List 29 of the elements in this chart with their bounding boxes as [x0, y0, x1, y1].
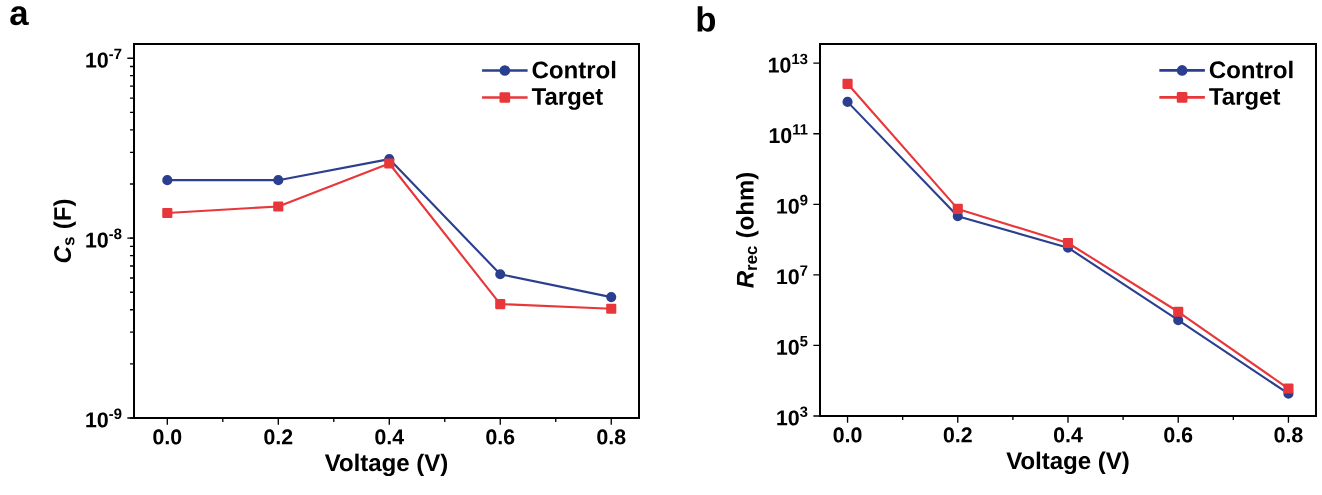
- legend-label: Target: [1209, 88, 1281, 110]
- legend-label: Target: [531, 88, 603, 110]
- x-tick-label: 0.0: [833, 427, 862, 443]
- y-axis-title: R$_{rec}$ (ohm): [736, 172, 759, 288]
- legend-label: Control: [532, 60, 616, 79]
- x-tick-label: 0.8: [597, 429, 626, 445]
- x-axis-title: Voltage (V): [1006, 451, 1129, 475]
- x-tick-label: 0.8: [1274, 427, 1303, 443]
- y-tick-label: 10$^{-7}$: [86, 48, 122, 68]
- y-tick-label: 10$^{13}$: [768, 53, 808, 73]
- x-tick-label: 0.6: [486, 429, 515, 445]
- chart-title: b: [697, 6, 716, 32]
- x-tick-label: 0.6: [1164, 427, 1193, 443]
- y-tick-label: 10$^{5}$: [777, 336, 808, 355]
- x-tick-label: 0.0: [153, 429, 182, 445]
- x-tick-label: 0.4: [375, 429, 404, 445]
- x-tick-label: 0.2: [943, 427, 972, 443]
- legend-label: Control: [1209, 60, 1293, 79]
- y-tick-label: 10$^{9}$: [777, 194, 808, 214]
- chart-title: a: [10, 6, 29, 26]
- x-tick-label: 0.4: [1054, 427, 1083, 443]
- y-tick-label: 10$^{7}$: [777, 265, 808, 285]
- y-tick-label: 10$^{11}$: [769, 124, 808, 144]
- y-tick-label: 10$^{-9}$: [86, 408, 122, 428]
- y-tick-label: 10$^{-8}$: [86, 228, 122, 248]
- x-tick-label: 0.2: [264, 429, 293, 445]
- x-axis-title: Voltage (V): [324, 453, 448, 477]
- y-axis-title: C$_{s}$ (F): [53, 199, 76, 263]
- y-tick-label: 10$^{3}$: [777, 406, 808, 426]
